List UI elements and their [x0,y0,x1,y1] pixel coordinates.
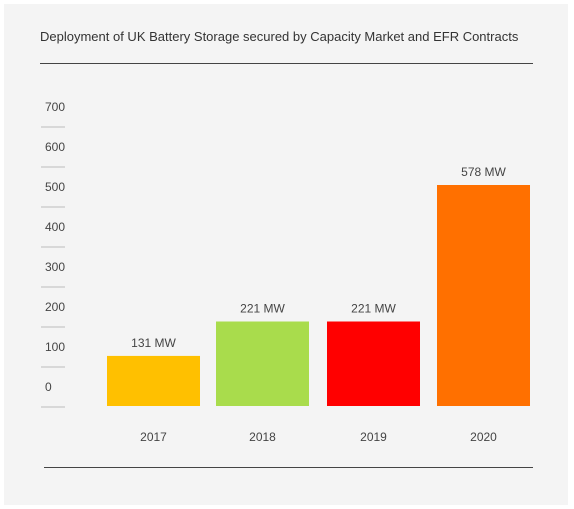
title-divider [40,63,533,64]
bar [107,355,200,406]
bar [437,185,530,406]
y-tick-label: 300 [45,260,65,274]
bar [216,321,309,406]
y-tick-label: 400 [45,220,65,234]
y-tick-label: 700 [45,100,65,114]
bottom-divider [44,467,533,468]
y-tick-label: 500 [45,180,65,194]
bar [327,321,420,406]
data-label: 221 MW [240,302,285,316]
x-tick-label: 2017 [140,430,167,444]
x-tick-label: 2018 [249,430,276,444]
data-label: 131 MW [131,336,176,350]
chart-title: Deployment of UK Battery Storage secured… [40,29,519,44]
y-tick-label: 600 [45,140,65,154]
x-tick-label: 2019 [360,430,387,444]
data-label: 221 MW [351,302,396,316]
x-tick-label: 2020 [470,430,497,444]
y-tick-label: 100 [45,340,65,354]
y-tick-label: 200 [45,300,65,314]
y-tick-label: 0 [45,380,52,394]
data-label: 578 MW [461,165,506,179]
